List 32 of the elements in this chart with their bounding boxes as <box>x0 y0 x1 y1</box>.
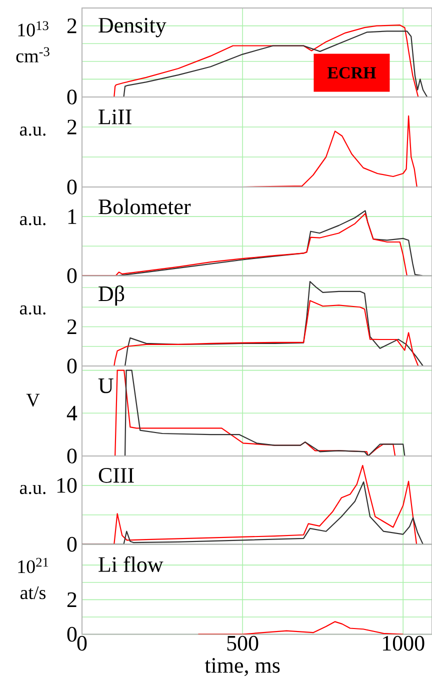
y-tick-label: 2 <box>67 319 76 334</box>
chart-title: Density <box>98 18 166 38</box>
x-axis-title: time, ms <box>204 658 280 676</box>
x-tick-label: 500 <box>227 636 258 651</box>
chart-title: CIII <box>98 468 134 483</box>
chart-title: Li flow <box>98 556 164 572</box>
y-tick-label: 2 <box>67 18 76 34</box>
x-tick-label: 0 <box>77 636 87 651</box>
y-axis-title: a.u. <box>20 126 46 136</box>
y-axis-title: V <box>26 394 40 407</box>
chart-title: Dβ <box>98 285 124 306</box>
text: 10$^{21}$ at/s <box>18 558 48 600</box>
y-tick-label: 1 <box>68 209 76 224</box>
y-axis-title: a.u. <box>20 305 46 315</box>
y-tick-label: 0 <box>67 268 77 284</box>
y-tick-label: 0 <box>67 358 77 374</box>
y-axis-title: a.u. <box>20 484 46 494</box>
x-tick-label: 1000 <box>383 636 424 651</box>
y-tick-label: 0 <box>67 90 77 104</box>
chart-title: U <box>98 378 114 394</box>
y-tick-label: 0 <box>67 180 77 194</box>
y-tick-label: 4 <box>66 406 78 420</box>
y-axis-title: a.u. <box>20 216 46 226</box>
y-tick-label: 0 <box>67 536 77 552</box>
annotation: ECRH <box>327 67 376 79</box>
y-tick-label: 10 <box>57 478 77 493</box>
chart-title: Bolometer <box>98 198 191 214</box>
y-tick-label: 2 <box>67 120 76 134</box>
text: 10$^{13}$ cm$^{-3}$ <box>16 21 50 62</box>
chart-title: LiII <box>98 110 132 124</box>
y-tick-label: 0 <box>67 448 77 464</box>
y-tick-label: 2 <box>67 592 76 607</box>
